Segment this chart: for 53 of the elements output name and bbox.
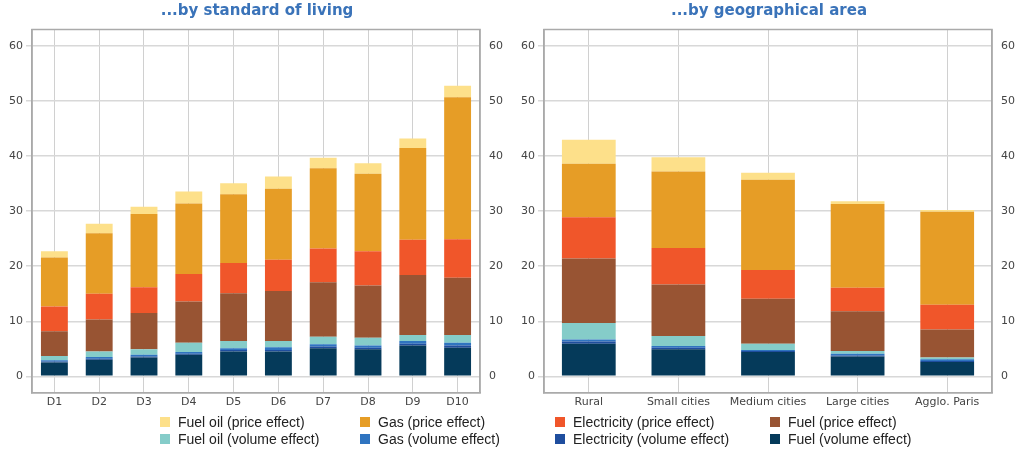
- y-tick-label: 20: [521, 259, 535, 273]
- legend-label: Electricity (price effect): [573, 414, 715, 430]
- legend-label: Fuel oil (price effect): [178, 414, 305, 430]
- y-tick-label: 60: [521, 38, 535, 52]
- x-tick-label: Medium cities: [729, 395, 807, 409]
- y2-tick-label: 40: [1001, 149, 1015, 163]
- x-tick-label: D3: [136, 395, 152, 409]
- y-tick-label: 30: [521, 204, 535, 218]
- y2-tick-label: 20: [489, 259, 503, 273]
- y2-tick-label: 10: [489, 314, 503, 328]
- y2-tick-label: 20: [1001, 259, 1015, 273]
- y-tick-label: 50: [9, 94, 23, 107]
- chart-title: ...by geographical area: [669, 0, 869, 20]
- x-tick-label: D4: [181, 395, 197, 409]
- legend-label: Fuel oil (volume effect): [178, 431, 320, 447]
- y-tick-label: 50: [521, 94, 535, 107]
- y2-tick-label: 30: [489, 204, 503, 218]
- y-tick-label: 60: [9, 38, 23, 52]
- x-tick-label: D8: [360, 395, 376, 409]
- legend-label: Fuel (volume effect): [788, 431, 912, 447]
- x-tick-label: Rural: [574, 395, 604, 409]
- y-tick-label: 30: [9, 204, 23, 218]
- y2-tick-label: 60: [1001, 38, 1015, 52]
- y-tick-label: 40: [521, 149, 535, 163]
- x-tick-label: Small cities: [646, 395, 711, 409]
- y2-tick-label: 50: [489, 94, 503, 107]
- x-tick-label: D5: [225, 395, 242, 409]
- y-tick-label: 10: [521, 314, 535, 328]
- x-tick-label: Agglo. Paris: [915, 395, 980, 409]
- legend-label: Gas (volume effect): [378, 431, 500, 447]
- x-tick-label: Large cities: [825, 395, 890, 409]
- x-tick-label: D6: [270, 395, 287, 409]
- x-tick-label: D7: [315, 395, 331, 409]
- legend-label: Gas (price effect): [378, 414, 486, 430]
- x-tick-label: D10: [446, 395, 469, 409]
- y2-tick-label: 0: [489, 369, 496, 383]
- y-tick-label: 20: [9, 259, 23, 273]
- y-tick-label: 0: [16, 369, 23, 383]
- legend-label: Electricity (volume effect): [573, 431, 730, 447]
- y2-tick-label: 50: [1001, 94, 1015, 107]
- x-tick-label: D2: [91, 395, 107, 409]
- x-tick-label: D1: [46, 395, 63, 409]
- y-tick-label: 0: [528, 369, 535, 383]
- y2-tick-label: 30: [1001, 204, 1015, 218]
- y2-tick-label: 10: [1001, 314, 1015, 328]
- y-tick-label: 10: [9, 314, 23, 328]
- legend-label: Fuel (price effect): [788, 414, 897, 430]
- y2-tick-label: 40: [489, 149, 503, 163]
- y2-tick-label: 0: [1001, 369, 1008, 383]
- y2-tick-label: 60: [489, 38, 503, 52]
- x-tick-label: D9: [405, 395, 421, 409]
- y-tick-label: 40: [9, 149, 23, 163]
- chart-title: ...by standard of living: [159, 0, 355, 20]
